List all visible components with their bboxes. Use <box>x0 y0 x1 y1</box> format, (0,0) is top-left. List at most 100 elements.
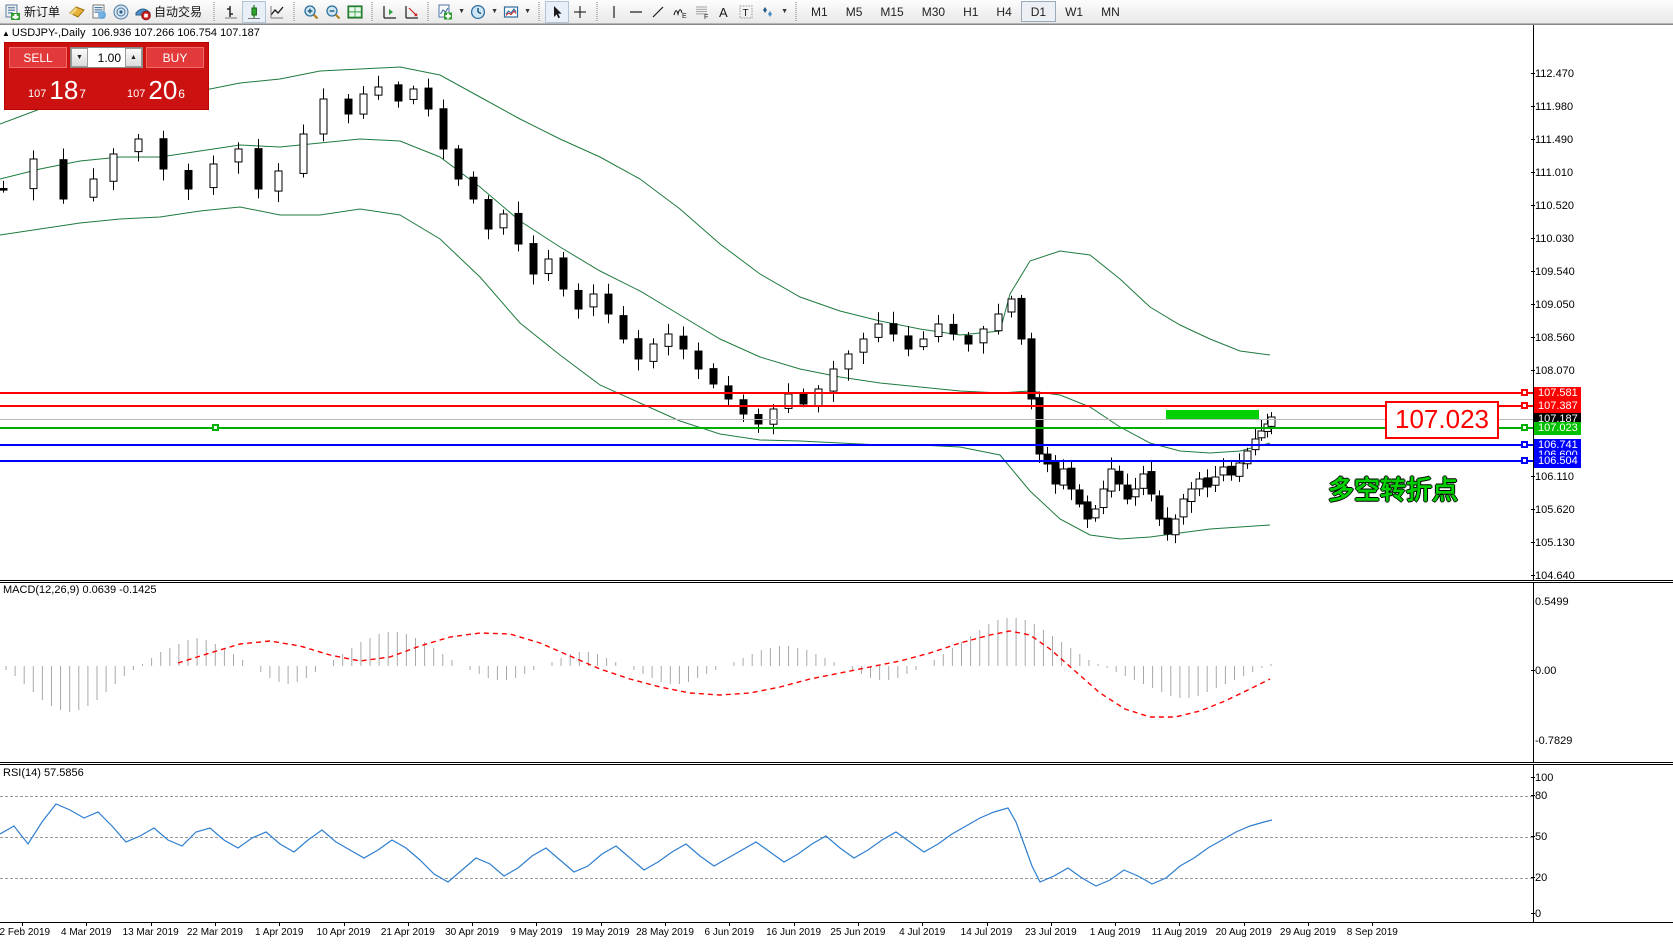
expert-advisors-button[interactable] <box>66 1 88 23</box>
macd-separator[interactable] <box>0 580 1673 583</box>
timeframe-button-m5[interactable]: M5 <box>845 4 863 19</box>
price-tick-108-070: 108.070 <box>1531 366 1575 377</box>
time-tick <box>729 922 731 926</box>
buy-price-main: 20 <box>148 75 178 105</box>
line-handle[interactable] <box>1521 441 1528 448</box>
timeframe-button-w1[interactable]: W1 <box>1065 4 1084 19</box>
last-price-line <box>0 419 1533 420</box>
time-label-4: 1 Apr 2019 <box>255 927 304 938</box>
price-tick-109-540: 109.540 <box>1531 267 1575 278</box>
candlestick-chart-icon <box>248 4 261 19</box>
trendline-icon <box>652 6 664 17</box>
templates-button[interactable] <box>500 1 522 23</box>
trendline-button[interactable] <box>647 1 669 23</box>
text-label-button[interactable]: T <box>735 1 757 23</box>
autoscroll-button[interactable] <box>400 1 422 23</box>
fibonacci-button[interactable]: F <box>691 1 713 23</box>
buy-button[interactable]: BUY <box>146 47 204 68</box>
macd-tick-07829: -0.7829 <box>1535 735 1573 747</box>
one-click-trading-panel[interactable]: SELL ▼ 1.00 ▲ BUY 107 18 7 107 20 6 <box>4 42 209 110</box>
time-label-16: 23 Jul 2019 <box>1024 927 1077 938</box>
chinese-annotation-label[interactable]: 多空转折点 <box>1328 475 1459 505</box>
timeframe-button-d1[interactable]: D1 <box>1020 1 1057 22</box>
sell-price-main: 18 <box>49 75 79 105</box>
cursor-button[interactable] <box>545 0 570 23</box>
shapes-button[interactable] <box>757 1 779 23</box>
volume-up-button[interactable]: ▲ <box>125 48 142 67</box>
timeframe-button-mn[interactable]: MN <box>1101 4 1120 19</box>
rsi-label: RSI(14) 57.5856 <box>3 767 84 779</box>
time-tick <box>279 922 281 926</box>
time-label-15: 14 Jul 2019 <box>960 927 1013 938</box>
sell-price[interactable]: 107 18 7 <box>9 70 105 104</box>
vertical-line-button[interactable] <box>603 1 625 23</box>
market-watch-button[interactable] <box>88 1 110 23</box>
price-level-label-107-387[interactable]: 107.387 <box>1534 400 1581 413</box>
resistance-line-107581[interactable] <box>0 389 1533 396</box>
time-tick <box>1308 922 1309 926</box>
price-annotation-label[interactable]: 107.023 <box>1385 401 1499 439</box>
price-level-label-107-581[interactable]: 107.581 <box>1534 387 1581 400</box>
line-chart-icon <box>270 5 284 18</box>
time-tick <box>986 922 988 926</box>
rsi-separator[interactable] <box>0 762 1673 765</box>
shapes-dropdown-arrow[interactable]: ▼ <box>781 8 788 15</box>
collapse-triangle-icon[interactable]: ▲ <box>2 29 10 38</box>
navigator-button[interactable] <box>110 1 132 23</box>
price-level-label-106-504[interactable]: 106.504 <box>1534 455 1581 468</box>
price-level-label-106-741[interactable]: 106.741 <box>1534 439 1581 452</box>
periods-button[interactable] <box>467 1 489 23</box>
support-line-106741[interactable] <box>0 441 1533 448</box>
timeframe-button-m1[interactable]: M1 <box>811 4 828 19</box>
time-tick <box>922 922 924 926</box>
crosshair-button[interactable] <box>569 1 591 23</box>
volume-value[interactable]: 1.00 <box>97 50 121 65</box>
timeframe-button-h4[interactable]: H4 <box>996 4 1012 19</box>
templates-dropdown-arrow[interactable]: ▼ <box>524 8 531 15</box>
periods-dropdown-arrow[interactable]: ▼ <box>491 8 498 15</box>
time-label-6: 21 Apr 2019 <box>380 927 435 938</box>
sell-button[interactable]: SELL <box>9 47 67 68</box>
price-tick-111-980: 111.980 <box>1531 102 1573 113</box>
time-label-19: 20 Aug 2019 <box>1215 927 1272 938</box>
elliott-wave-button[interactable]: E <box>669 1 691 23</box>
timeframe-button-m30[interactable]: M30 <box>921 4 946 19</box>
zoom-out-button[interactable] <box>322 1 344 23</box>
symbol-info-bar: ▲ USDJPY-,Daily 106.936 107.266 106.754 1… <box>2 27 260 39</box>
text-button[interactable]: A <box>713 1 735 23</box>
indicators-button[interactable] <box>434 1 456 23</box>
chart-shift-button[interactable] <box>378 1 400 23</box>
volume-stepper[interactable]: ▼ 1.00 ▲ <box>70 47 143 68</box>
line-handle[interactable] <box>1521 402 1528 409</box>
volume-down-button[interactable]: ▼ <box>71 48 88 67</box>
line-handle[interactable] <box>1521 457 1528 464</box>
chart-window[interactable]: ▲ USDJPY-,Daily 106.936 107.266 106.754 1… <box>0 24 1673 946</box>
new-order-button[interactable]: 新订单 <box>2 1 66 23</box>
horizontal-line-button[interactable] <box>625 1 647 23</box>
line-chart-button[interactable] <box>266 1 288 23</box>
candlestick-chart-button[interactable] <box>242 0 267 23</box>
indicators-dropdown-arrow[interactable]: ▼ <box>458 8 465 15</box>
pivot-line-107023[interactable] <box>0 424 1533 431</box>
macd-tick-000: 0.00 <box>1531 666 1556 677</box>
time-tick <box>536 922 538 926</box>
time-axis-line <box>0 922 1673 923</box>
time-label-18: 11 Aug 2019 <box>1151 927 1208 938</box>
rsi-tick-20: 20 <box>1531 873 1547 884</box>
buy-price-prefix: 107 <box>127 88 146 100</box>
resistance-line-107387[interactable] <box>0 402 1533 409</box>
tile-windows-button[interactable] <box>344 1 366 23</box>
support-line-106504[interactable] <box>0 457 1533 464</box>
buy-price[interactable]: 107 20 6 <box>108 70 204 104</box>
bar-chart-button[interactable] <box>220 1 242 23</box>
line-handle-left[interactable] <box>212 424 219 431</box>
line-handle[interactable] <box>1521 389 1528 396</box>
timeframe-button-m15[interactable]: M15 <box>880 4 904 19</box>
line-handle[interactable] <box>1521 424 1528 431</box>
price-level-label-107-023[interactable]: 107.023 <box>1534 422 1581 435</box>
zoom-in-button[interactable] <box>300 1 322 23</box>
highlight-rectangle[interactable] <box>1166 410 1259 419</box>
autotrading-button[interactable]: 自动交易 <box>132 1 208 23</box>
timeframe-button-h1[interactable]: H1 <box>963 4 979 19</box>
shapes-icon <box>763 6 773 17</box>
